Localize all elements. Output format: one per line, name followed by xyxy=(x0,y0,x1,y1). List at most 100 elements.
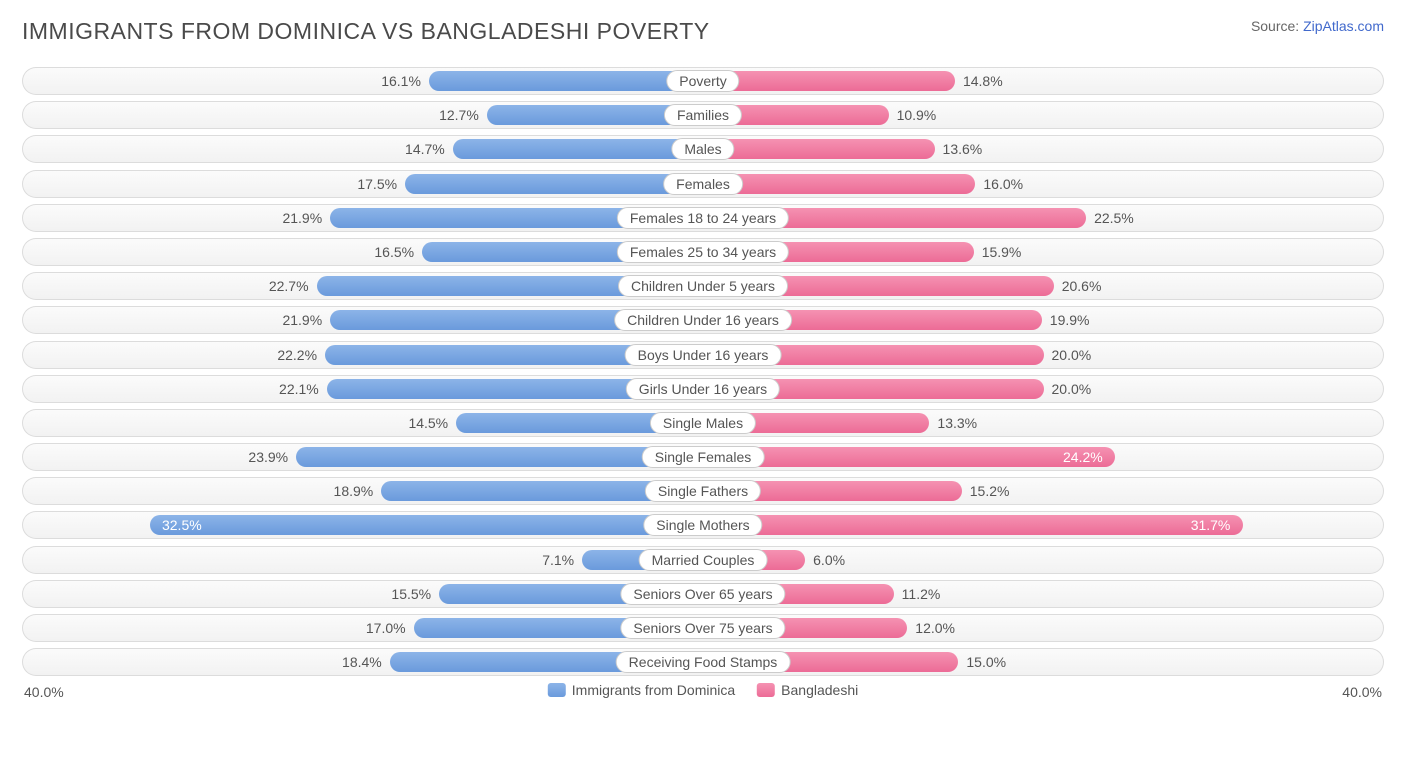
bar-value-left: 32.5% xyxy=(162,517,202,533)
bar-half-left: 16.1% xyxy=(22,67,703,95)
bar-value-right: 15.0% xyxy=(966,654,1006,670)
bar-value-left: 22.7% xyxy=(269,278,309,294)
bar-value-right: 6.0% xyxy=(813,552,845,568)
bar-half-left: 17.0% xyxy=(22,614,703,642)
chart-row: 23.9% 24.2% Single Females xyxy=(22,443,1384,471)
category-label: Single Mothers xyxy=(643,514,762,536)
bar-value-right: 20.6% xyxy=(1062,278,1102,294)
bar-value-left: 16.1% xyxy=(381,73,421,89)
bar-half-right: 15.9% xyxy=(703,238,1384,266)
bar-right xyxy=(703,515,1243,535)
bar-value-right: 19.9% xyxy=(1050,312,1090,328)
bar-left xyxy=(405,174,703,194)
category-label: Seniors Over 65 years xyxy=(620,583,785,605)
bar-right xyxy=(703,71,955,91)
bar-half-left: 18.4% xyxy=(22,648,703,676)
bar-half-left: 22.1% xyxy=(22,375,703,403)
category-label: Children Under 5 years xyxy=(618,275,788,297)
legend-label-left: Immigrants from Dominica xyxy=(572,682,735,698)
chart-title: IMMIGRANTS FROM DOMINICA VS BANGLADESHI … xyxy=(22,18,710,45)
bar-value-right: 14.8% xyxy=(963,73,1003,89)
bar-left xyxy=(429,71,703,91)
bar-value-left: 16.5% xyxy=(374,244,414,260)
bar-half-right: 13.6% xyxy=(703,135,1384,163)
legend-swatch-left xyxy=(548,683,566,697)
bar-right xyxy=(703,139,935,159)
bar-half-left: 21.9% xyxy=(22,306,703,334)
bar-half-left: 12.7% xyxy=(22,101,703,129)
legend-item-left: Immigrants from Dominica xyxy=(548,682,735,698)
bar-half-right: 6.0% xyxy=(703,546,1384,574)
chart-row: 22.1% 20.0% Girls Under 16 years xyxy=(22,375,1384,403)
category-label: Children Under 16 years xyxy=(614,309,792,331)
bar-value-left: 14.7% xyxy=(405,141,445,157)
bar-value-right: 15.2% xyxy=(970,483,1010,499)
bar-half-right: 14.8% xyxy=(703,67,1384,95)
bar-value-left: 15.5% xyxy=(391,586,431,602)
bar-half-left: 16.5% xyxy=(22,238,703,266)
chart-row: 21.9% 19.9% Children Under 16 years xyxy=(22,306,1384,334)
bar-half-left: 7.1% xyxy=(22,546,703,574)
source-link[interactable]: ZipAtlas.com xyxy=(1303,18,1384,34)
bar-value-right: 12.0% xyxy=(915,620,955,636)
legend-label-right: Bangladeshi xyxy=(781,682,858,698)
bar-half-right: 20.0% xyxy=(703,375,1384,403)
bar-half-left: 22.2% xyxy=(22,341,703,369)
chart-row: 14.5% 13.3% Single Males xyxy=(22,409,1384,437)
bar-half-right: 24.2% xyxy=(703,443,1384,471)
category-label: Females 25 to 34 years xyxy=(617,241,789,263)
bar-value-left: 22.1% xyxy=(279,381,319,397)
bar-value-right: 22.5% xyxy=(1094,210,1134,226)
bar-value-left: 22.2% xyxy=(277,347,317,363)
chart-row: 32.5% 31.7% Single Mothers xyxy=(22,511,1384,539)
category-label: Girls Under 16 years xyxy=(626,378,780,400)
bar-half-right: 19.9% xyxy=(703,306,1384,334)
chart-row: 12.7% 10.9% Families xyxy=(22,101,1384,129)
chart-row: 17.5% 16.0% Females xyxy=(22,170,1384,198)
bar-half-left: 14.5% xyxy=(22,409,703,437)
bar-value-right: 20.0% xyxy=(1052,381,1092,397)
bar-track xyxy=(703,546,1384,574)
bar-half-left: 18.9% xyxy=(22,477,703,505)
chart-row: 7.1% 6.0% Married Couples xyxy=(22,546,1384,574)
bar-value-right: 31.7% xyxy=(1191,517,1231,533)
bar-value-left: 18.4% xyxy=(342,654,382,670)
legend: Immigrants from Dominica Bangladeshi xyxy=(548,682,858,698)
bar-half-left: 22.7% xyxy=(22,272,703,300)
axis-max-right: 40.0% xyxy=(1342,684,1382,700)
bar-value-right: 11.2% xyxy=(902,586,941,602)
chart-row: 16.5% 15.9% Females 25 to 34 years xyxy=(22,238,1384,266)
bar-half-right: 20.0% xyxy=(703,341,1384,369)
bar-half-right: 20.6% xyxy=(703,272,1384,300)
bar-value-right: 13.6% xyxy=(943,141,983,157)
bar-value-left: 17.0% xyxy=(366,620,406,636)
category-label: Single Males xyxy=(650,412,756,434)
bar-half-left: 15.5% xyxy=(22,580,703,608)
bar-value-right: 24.2% xyxy=(1063,449,1103,465)
category-label: Married Couples xyxy=(639,549,768,571)
bar-left xyxy=(150,515,703,535)
source-prefix: Source: xyxy=(1251,18,1303,34)
bar-half-right: 12.0% xyxy=(703,614,1384,642)
bar-half-right: 15.2% xyxy=(703,477,1384,505)
bar-value-left: 14.5% xyxy=(408,415,448,431)
bar-half-right: 15.0% xyxy=(703,648,1384,676)
bar-half-right: 16.0% xyxy=(703,170,1384,198)
category-label: Boys Under 16 years xyxy=(625,344,782,366)
bar-half-left: 23.9% xyxy=(22,443,703,471)
category-label: Males xyxy=(671,138,734,160)
chart-row: 22.2% 20.0% Boys Under 16 years xyxy=(22,341,1384,369)
chart-row: 18.4% 15.0% Receiving Food Stamps xyxy=(22,648,1384,676)
chart-footer: 40.0% Immigrants from Dominica Banglades… xyxy=(22,682,1384,710)
category-label: Females 18 to 24 years xyxy=(617,207,789,229)
category-label: Females xyxy=(663,173,743,195)
category-label: Single Fathers xyxy=(645,480,761,502)
bar-value-left: 7.1% xyxy=(542,552,574,568)
bar-value-right: 20.0% xyxy=(1052,347,1092,363)
bar-half-left: 32.5% xyxy=(22,511,703,539)
bar-value-right: 10.9% xyxy=(897,107,937,123)
bar-value-left: 23.9% xyxy=(248,449,288,465)
bar-half-right: 10.9% xyxy=(703,101,1384,129)
bar-half-right: 11.2% xyxy=(703,580,1384,608)
bar-right xyxy=(703,447,1115,467)
